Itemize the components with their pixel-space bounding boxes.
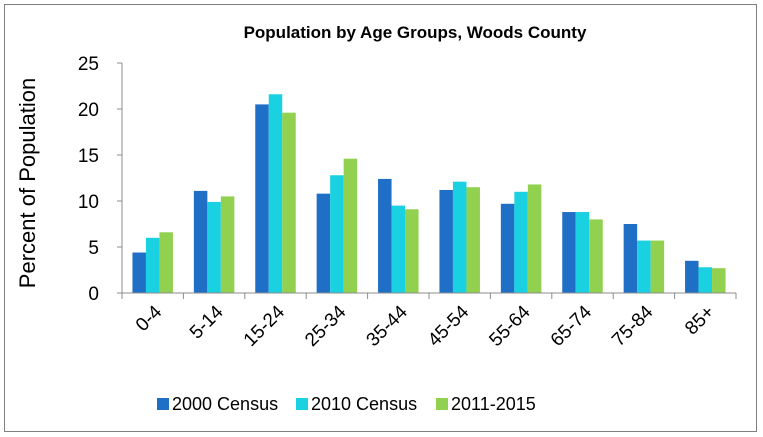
bar-2011-2015-65-74 bbox=[589, 219, 603, 293]
x-tick-label: 25-34 bbox=[301, 301, 351, 351]
x-tick-label: 0-4 bbox=[132, 301, 167, 336]
chart-title: Population by Age Groups, Woods County bbox=[244, 23, 587, 42]
bar-2000-census-55-64 bbox=[500, 203, 515, 293]
bar-2000-census-65-74 bbox=[562, 212, 576, 293]
bar-2010-census-35-44 bbox=[391, 205, 406, 293]
bar-2000-census-85- bbox=[685, 260, 699, 293]
bar-2011-2015-55-64 bbox=[527, 184, 542, 293]
x-tick-label: 55-64 bbox=[485, 301, 535, 351]
bar-2011-2015-25-34 bbox=[343, 158, 358, 293]
legend: 2000 Census 2010 Census 2011-2015 bbox=[157, 394, 536, 414]
bar-2000-census-5-14 bbox=[193, 190, 208, 293]
y-tick-label: 20 bbox=[78, 100, 99, 121]
bar-2011-2015-75-84 bbox=[650, 240, 665, 293]
bar-2000-census-0-4 bbox=[132, 252, 146, 293]
legend-label-2000-census: 2000 Census bbox=[172, 394, 278, 414]
bar-2010-census-5-14 bbox=[207, 201, 221, 293]
y-tick-label: 25 bbox=[78, 54, 99, 75]
bar-2010-census-45-54 bbox=[452, 181, 467, 293]
x-tick-label: 65-74 bbox=[547, 301, 597, 351]
bars-group bbox=[132, 94, 726, 294]
bar-2010-census-75-84 bbox=[637, 240, 651, 293]
x-tick-label: 15-24 bbox=[240, 301, 290, 351]
y-tick-label: 5 bbox=[88, 238, 99, 259]
bar-2011-2015-35-44 bbox=[405, 209, 419, 293]
chart-frame: Population by Age Groups, Woods County P… bbox=[4, 4, 757, 432]
bar-2011-2015-5-14 bbox=[220, 196, 235, 293]
legend-label-2010-census: 2010 Census bbox=[311, 394, 417, 414]
y-axis-label: Percent of Population bbox=[15, 78, 40, 288]
bar-2010-census-0-4 bbox=[145, 237, 160, 293]
legend-swatch-2011-2015 bbox=[436, 398, 448, 410]
x-tick-label: 35-44 bbox=[363, 301, 413, 351]
y-tick-label: 15 bbox=[78, 146, 99, 167]
bar-2011-2015-0-4 bbox=[159, 232, 173, 293]
y-tick-label: 10 bbox=[78, 192, 99, 213]
x-tick-label: 45-54 bbox=[424, 301, 474, 351]
bar-2011-2015-85- bbox=[712, 268, 726, 293]
bar-2010-census-25-34 bbox=[330, 175, 344, 293]
bar-chart: Population by Age Groups, Woods County P… bbox=[15, 23, 737, 414]
bar-2010-census-85- bbox=[698, 267, 713, 293]
legend-swatch-2000-census bbox=[157, 398, 169, 410]
bar-2011-2015-45-54 bbox=[466, 187, 480, 293]
bar-2000-census-25-34 bbox=[316, 193, 331, 293]
legend-label-2011-2015: 2011-2015 bbox=[451, 394, 536, 414]
bar-2010-census-65-74 bbox=[575, 212, 590, 293]
x-tick-label: 75-84 bbox=[608, 301, 658, 351]
x-axis-ticks: 0-4 5-14 15-24 25-34 35-44 45-54 55-64 65-74 75-… bbox=[121, 293, 737, 351]
x-tick-label: 85+ bbox=[681, 302, 719, 340]
bar-2000-census-45-54 bbox=[439, 189, 453, 293]
bar-2000-census-35-44 bbox=[378, 178, 392, 293]
bar-2010-census-55-64 bbox=[514, 191, 528, 293]
bar-2010-census-15-24 bbox=[268, 94, 283, 293]
y-axis-ticks: 0 5 10 15 20 25 bbox=[78, 54, 122, 305]
bar-2000-census-15-24 bbox=[255, 104, 269, 294]
bar-2000-census-75-84 bbox=[623, 224, 638, 293]
y-tick-label: 0 bbox=[88, 284, 99, 305]
legend-swatch-2010-census bbox=[296, 398, 308, 410]
bar-2011-2015-15-24 bbox=[282, 112, 296, 294]
x-tick-label: 5-14 bbox=[186, 301, 228, 343]
